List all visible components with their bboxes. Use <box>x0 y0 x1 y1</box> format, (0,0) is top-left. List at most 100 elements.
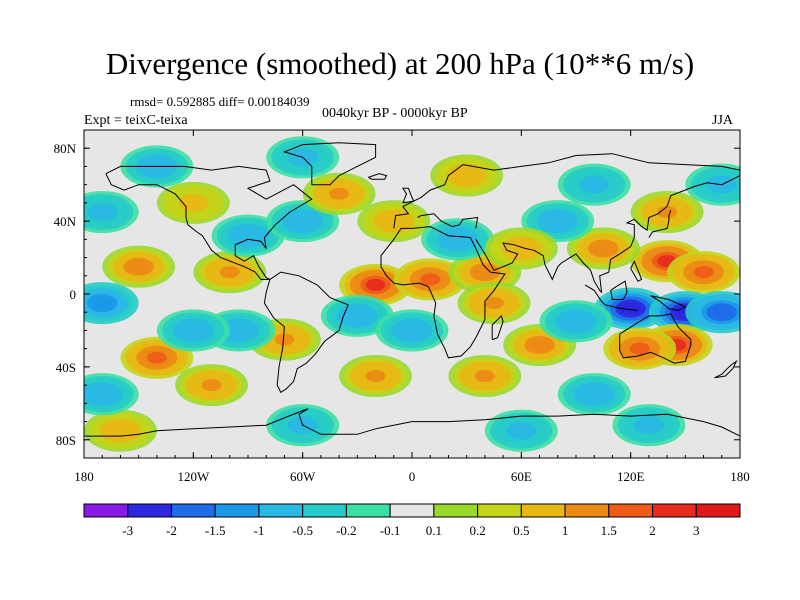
field-contour <box>639 419 659 432</box>
coastline-path <box>475 175 740 294</box>
field-contour <box>147 351 167 364</box>
y-tick-label: 40S <box>56 360 76 375</box>
coastline-path <box>610 280 628 300</box>
coastline-path <box>401 187 415 204</box>
chart-title: Divergence (smoothed) at 200 hPa (10**6 … <box>105 46 695 81</box>
x-tick-label: 180 <box>74 469 94 484</box>
coastline-path <box>282 142 377 186</box>
period-label: 0040kyr BP - 0000kyr BP <box>322 106 468 121</box>
field-contour <box>383 215 404 228</box>
colorbar-box <box>389 503 435 518</box>
axes: 180 120W 60W 0 60E 120E 180 80N 40N 0 40S 80S <box>54 130 750 484</box>
colorbar-box <box>477 503 522 518</box>
field-contour <box>584 178 605 191</box>
x-tick-label: 60E <box>511 469 532 484</box>
colorbar-box <box>652 503 697 518</box>
experiment-label: Expt = teixC-teixa <box>84 113 188 128</box>
field-contour <box>511 424 532 437</box>
coastline-path <box>650 295 687 311</box>
field-contour <box>584 388 605 401</box>
field-contour <box>92 205 113 219</box>
coastline-path <box>368 173 388 180</box>
divergence-field <box>84 136 740 452</box>
coastline-path <box>417 213 479 229</box>
field-contour <box>593 242 614 255</box>
x-tick-label: 60W <box>290 469 316 484</box>
field-contour <box>329 187 349 200</box>
colorbar-box <box>564 503 610 518</box>
colorbar-label: 0.2 <box>469 523 485 538</box>
y-tick-label: 0 <box>70 287 77 302</box>
stats-line: rmsd= 0.592885 diff= 0.00184039 <box>130 94 310 109</box>
colorbar-label: 0.1 <box>426 523 442 538</box>
y-tick-label: 80N <box>54 141 77 156</box>
field-contour <box>347 309 368 322</box>
colorbar-label: 3 <box>693 523 700 538</box>
colorbar-box <box>433 503 479 518</box>
colorbar-label: -0.5 <box>292 523 313 538</box>
field-contour <box>365 369 386 383</box>
x-tick-label: 120E <box>617 469 645 484</box>
field-contour <box>238 229 258 242</box>
field-contour <box>629 342 650 355</box>
field-contour <box>402 324 422 337</box>
colorbar-box <box>608 503 654 518</box>
colorbar-box <box>214 503 260 518</box>
field-contour <box>620 302 641 315</box>
field-contour <box>475 369 495 383</box>
coastline-path <box>263 271 349 394</box>
colorbar-label: 1.5 <box>601 523 617 538</box>
colorbar-box <box>520 503 566 518</box>
field-contour <box>657 205 677 219</box>
colorbar-box <box>127 503 172 518</box>
coastlines <box>84 142 740 437</box>
field-contour <box>183 324 204 337</box>
colorbar-label: -0.2 <box>336 523 357 538</box>
coastline-path <box>584 284 606 306</box>
field-contour <box>566 315 586 328</box>
y-tick-label: 80S <box>56 433 76 448</box>
colorbar-box <box>695 503 741 518</box>
field-contour <box>711 306 732 319</box>
coastline-path <box>393 153 740 229</box>
field-contour <box>183 196 204 209</box>
field-contour <box>128 260 149 273</box>
season-label: JJA <box>712 113 734 128</box>
x-tick-label: 120W <box>177 469 210 484</box>
colorbar-box <box>170 503 216 518</box>
colorbar-box <box>345 503 391 518</box>
colorbar-box <box>258 503 304 518</box>
field-contour <box>420 273 441 286</box>
colorbar-label: -2 <box>166 523 177 538</box>
colorbar: -3 -2 -1.5 -1 -0.5 -0.2 -0.1 0.1 0.2 0.5 1 1.5 2 3 <box>83 503 741 538</box>
colorbar-box <box>83 503 129 518</box>
colorbar-box <box>302 503 347 518</box>
field-contour <box>110 424 131 437</box>
field-contour <box>201 379 222 392</box>
field-contour <box>365 278 386 291</box>
colorbar-label: -1 <box>254 523 265 538</box>
colorbar-label: -1.5 <box>205 523 226 538</box>
field-contour <box>484 297 504 310</box>
field-contour <box>529 339 550 352</box>
field-contour <box>219 266 240 279</box>
x-tick-label: 180 <box>730 469 750 484</box>
field-contour <box>456 169 477 182</box>
colorbar-label: -3 <box>122 523 133 538</box>
coastline-path <box>105 165 313 280</box>
field-contour <box>92 388 113 401</box>
field-contour <box>475 266 495 279</box>
coastline-path <box>605 304 639 311</box>
coastline-path <box>619 313 692 364</box>
field-contour <box>292 215 313 228</box>
field-contour <box>229 324 249 337</box>
colorbar-label: 1 <box>562 523 569 538</box>
coastline-path <box>630 259 643 282</box>
field-contour <box>447 233 468 246</box>
colorbar-label: -0.1 <box>380 523 401 538</box>
coastline-path <box>648 210 672 238</box>
coastline-path <box>491 314 504 341</box>
colorbar-label: 2 <box>649 523 656 538</box>
coastline-path <box>714 359 738 379</box>
